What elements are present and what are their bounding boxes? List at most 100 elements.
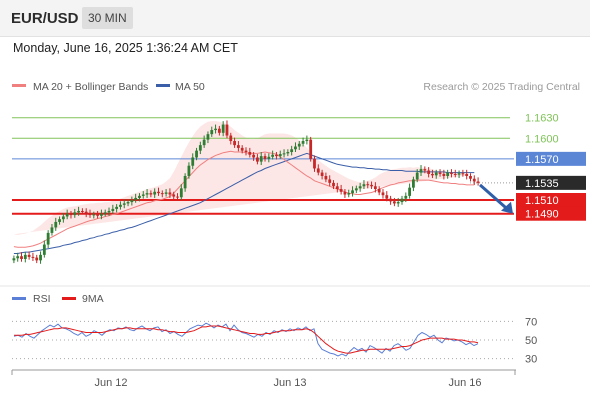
candle-body: [358, 186, 362, 189]
price-levels: [12, 117, 514, 215]
candle: [408, 183, 412, 199]
candle: [126, 199, 130, 207]
candle: [111, 204, 115, 214]
candle: [263, 153, 267, 162]
candle-body: [58, 219, 61, 222]
x-tick-label: Jun 16: [448, 377, 481, 389]
candle-body: [362, 184, 366, 187]
candle-body: [472, 178, 476, 182]
toolbar: EUR/USD 30 MIN: [0, 0, 590, 37]
candle-body: [476, 181, 480, 183]
candle: [168, 188, 172, 198]
candle: [172, 191, 176, 200]
candle-body: [313, 158, 316, 169]
candle-body: [130, 200, 134, 203]
level-tag-1.1510: [516, 193, 586, 207]
candle-body: [179, 188, 183, 198]
rsi-tick-label: 50: [525, 335, 537, 347]
candle-body: [229, 135, 233, 142]
candle-body: [423, 169, 427, 171]
candle-body: [157, 191, 160, 194]
candle-body: [122, 203, 126, 205]
candle: [191, 153, 195, 170]
moving-averages: [13, 150, 475, 254]
candle-body: [385, 195, 389, 199]
candle: [164, 189, 168, 197]
candle: [404, 192, 408, 203]
candle: [469, 173, 472, 182]
legend-ma50-label: MA 50: [175, 81, 205, 93]
candle-body: [343, 191, 347, 195]
candle-body: [92, 214, 96, 216]
candle-body: [389, 198, 392, 202]
candle-body: [335, 186, 339, 190]
candle-body: [431, 173, 434, 176]
candle: [377, 186, 381, 196]
candle: [225, 120, 229, 139]
candle-body: [267, 156, 271, 159]
rsi-pane: 70 50 30: [12, 316, 537, 366]
candle: [385, 191, 389, 202]
candle-body: [65, 213, 69, 217]
candle: [328, 175, 332, 187]
candle: [381, 189, 385, 199]
candle-body: [370, 184, 373, 187]
candle: [278, 150, 282, 159]
candle: [267, 153, 271, 163]
legend-ma50: MA 50: [156, 81, 205, 93]
candle-body: [339, 189, 343, 192]
candle: [80, 208, 84, 215]
candle-body: [23, 254, 27, 259]
candle-body: [316, 168, 320, 173]
candle-body: [446, 172, 450, 176]
candle-body: [134, 197, 138, 200]
candle: [176, 193, 179, 201]
candle: [373, 182, 377, 193]
candle-body: [465, 173, 469, 176]
candle: [313, 155, 316, 172]
candle: [122, 199, 126, 209]
x-axis-labels: Jun 12 Jun 13 Jun 16: [94, 377, 481, 389]
candle-body: [225, 124, 229, 136]
candle: [309, 136, 313, 162]
candle: [221, 121, 225, 137]
candle: [84, 208, 88, 218]
legend-ma20-label: MA 20 + Bollinger Bands: [33, 81, 148, 93]
candle: [214, 124, 217, 134]
candle: [389, 195, 392, 205]
candle: [58, 216, 61, 225]
candle-body: [27, 254, 31, 257]
candle-body: [256, 157, 259, 162]
candle-body: [392, 201, 396, 204]
rsi-ma-line: [14, 325, 479, 354]
candle: [244, 147, 248, 156]
candle: [275, 152, 278, 160]
level-label-1.1535: 1.1535: [525, 178, 559, 190]
legend-rsi-ma: 9MA: [62, 293, 104, 305]
forecast-arrow-shaft: [479, 183, 508, 210]
candle-body: [61, 216, 65, 220]
candle: [320, 169, 324, 180]
candle: [130, 196, 134, 206]
candle-body: [354, 188, 358, 191]
candle: [198, 141, 202, 155]
candle: [453, 169, 457, 178]
candle: [23, 252, 27, 263]
candle: [301, 137, 305, 147]
candle-body: [183, 176, 187, 189]
candle-body: [88, 213, 92, 216]
candle-body: [282, 153, 286, 155]
candle-body: [438, 172, 442, 174]
timeframe-button[interactable]: 30 MIN: [82, 7, 133, 29]
candle-body: [210, 130, 214, 135]
candle: [141, 191, 145, 199]
candle: [187, 162, 191, 179]
candle: [233, 137, 236, 148]
candle: [461, 169, 465, 177]
candle-body: [328, 179, 332, 183]
candle-body: [195, 150, 198, 158]
candle-body: [107, 210, 111, 213]
candle-body: [248, 152, 252, 155]
x-tick-label: Jun 12: [94, 377, 127, 389]
